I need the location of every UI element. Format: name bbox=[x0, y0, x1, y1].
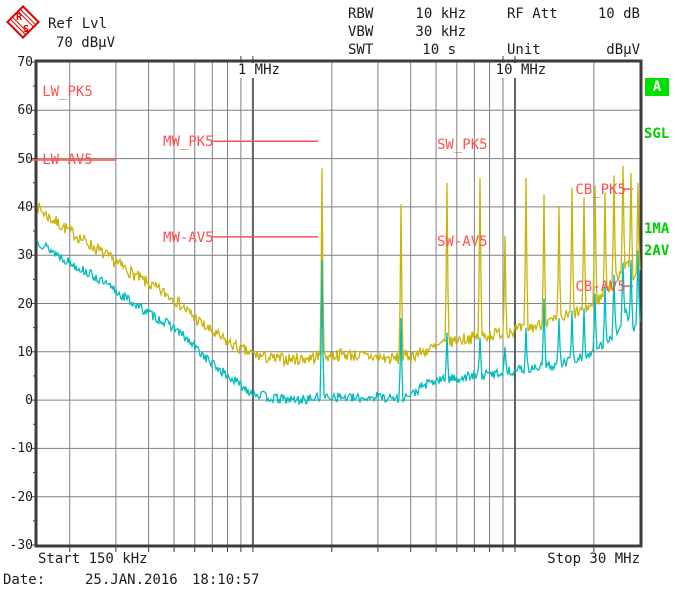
rs-logo: R S bbox=[6, 5, 40, 39]
stop-freq-label: Stop 30 MHz bbox=[547, 551, 640, 567]
logo-letter-r: R bbox=[16, 12, 23, 23]
y-tick-label: -30 bbox=[9, 538, 33, 553]
limit-label-mw-av5: MW-AV5 bbox=[163, 230, 214, 247]
freq-label-1mhz: 1 MHz bbox=[233, 63, 284, 78]
ref-lvl-label: Ref Lvl bbox=[48, 16, 108, 32]
trace-max-peak bbox=[36, 165, 641, 368]
date-value: 25.JAN.2016 bbox=[85, 572, 178, 588]
y-tick-label: 20 bbox=[17, 296, 33, 312]
y-tick-label: 50 bbox=[17, 151, 33, 167]
freq-label-10mhz: 10 MHz bbox=[491, 63, 550, 78]
unit-label: Unit bbox=[507, 42, 541, 58]
ref-lvl-value: 70 dBµV bbox=[56, 35, 116, 51]
limit-label-sw_pk5: SW_PK5 bbox=[436, 136, 488, 153]
rf-att-label: RF Att bbox=[507, 6, 558, 22]
y-tick-label: -10 bbox=[9, 441, 33, 457]
time-value: 18:10:57 bbox=[192, 572, 260, 588]
limit-label-mw_pk5: MW_PK5 bbox=[163, 133, 214, 150]
limit-label-sw-av5: SW-AV5 bbox=[436, 233, 488, 250]
unit-value: dBµV bbox=[606, 42, 640, 58]
trace1-indicator: 1MA bbox=[644, 221, 670, 237]
start-freq-label: Start 150 kHz bbox=[38, 551, 148, 567]
limit-label-cb_pk5: CB_PK5 bbox=[575, 181, 626, 198]
limit-label-cb-av5: CB-AV5 bbox=[575, 278, 626, 295]
date-label: Date: bbox=[3, 572, 46, 588]
swt-value: 10 s bbox=[422, 42, 456, 58]
single-sweep-indicator: SGL bbox=[644, 126, 670, 142]
limit-label-lw-av5: LW-AV5 bbox=[42, 151, 93, 168]
logo-letter-s: S bbox=[23, 24, 29, 35]
y-tick-label: 0 bbox=[25, 393, 33, 409]
limit-label-lw_pk5: LW_PK5 bbox=[42, 84, 93, 101]
trace2-indicator: 2AV bbox=[644, 243, 670, 259]
y-tick-label: 70 bbox=[17, 55, 33, 70]
vbw-value: 30 kHz bbox=[415, 24, 466, 40]
rf-att-value: 10 dB bbox=[597, 6, 640, 22]
rbw-label: RBW bbox=[348, 6, 374, 22]
swt-label: SWT bbox=[348, 42, 374, 58]
screen-a-badge: A bbox=[645, 78, 669, 96]
y-tick-label: 30 bbox=[17, 248, 33, 264]
rbw-value: 10 kHz bbox=[415, 6, 466, 22]
vbw-label: VBW bbox=[348, 24, 374, 40]
trace-average bbox=[36, 239, 641, 406]
y-tick-label: 60 bbox=[17, 103, 33, 119]
y-tick-label: 10 bbox=[17, 344, 33, 360]
y-tick-label: 40 bbox=[17, 199, 33, 215]
y-tick-label: -20 bbox=[9, 489, 33, 505]
